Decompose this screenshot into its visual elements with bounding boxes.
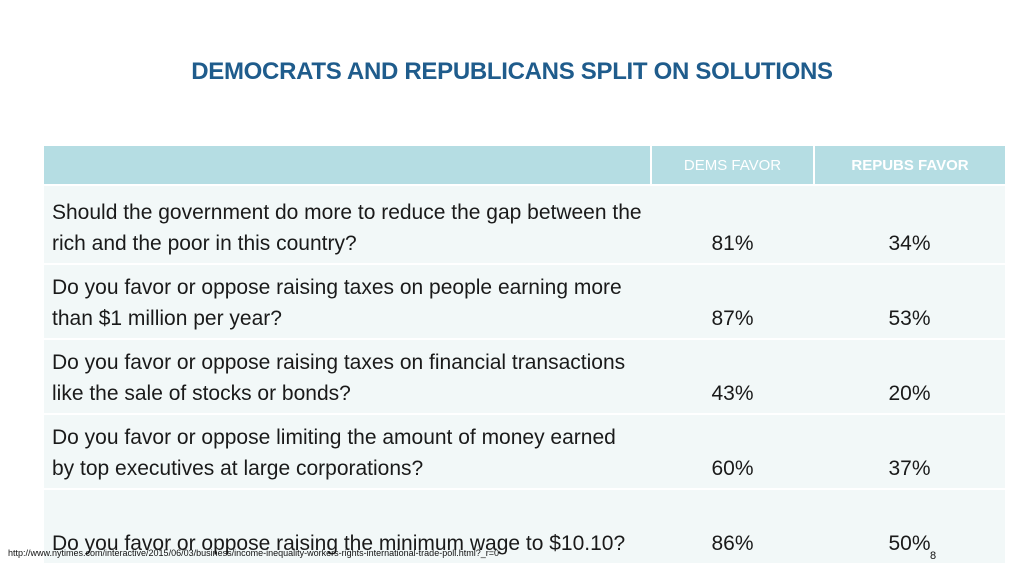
dems-value: 81%: [651, 184, 814, 264]
header-question: [44, 146, 651, 185]
dems-value: 86%: [651, 488, 814, 563]
source-url[interactable]: http://www.nytimes.com/interactive/2015/…: [8, 548, 499, 558]
question-cell: Do you favor or oppose raising taxes on …: [44, 263, 651, 339]
repubs-value: 20%: [814, 338, 1005, 414]
question-cell: Do you favor or oppose raising taxes on …: [44, 338, 651, 414]
poll-table: DEMS FAVOR REPUBS FAVOR Should the gover…: [44, 146, 1005, 563]
page-title: DEMOCRATS AND REPUBLICANS SPLIT ON SOLUT…: [191, 58, 833, 85]
header-dems-favor: DEMS FAVOR: [650, 146, 814, 185]
table-row: Do you favor or oppose limiting the amou…: [44, 413, 1005, 489]
page-number: 8: [930, 550, 937, 562]
table-row: Do you favor or oppose raising the minim…: [44, 488, 1005, 563]
question-cell: Do you favor or oppose limiting the amou…: [44, 413, 651, 489]
header-repubs-favor: REPUBS FAVOR: [813, 146, 1005, 185]
question-cell: Do you favor or oppose raising the minim…: [44, 488, 651, 563]
table-header-row: DEMS FAVOR REPUBS FAVOR: [44, 146, 1005, 185]
dems-value: 60%: [651, 413, 814, 489]
repubs-value: 53%: [814, 263, 1005, 339]
table-row: Do you favor or oppose raising taxes on …: [44, 263, 1005, 339]
dems-value: 43%: [651, 338, 814, 414]
dems-value: 87%: [651, 263, 814, 339]
repubs-value: 37%: [814, 413, 1005, 489]
table-row: Do you favor or oppose raising taxes on …: [44, 338, 1005, 414]
question-cell: Should the government do more to reduce …: [44, 184, 651, 264]
repubs-value: 50%: [814, 488, 1005, 563]
repubs-value: 34%: [814, 184, 1005, 264]
table-row: Should the government do more to reduce …: [44, 184, 1005, 264]
